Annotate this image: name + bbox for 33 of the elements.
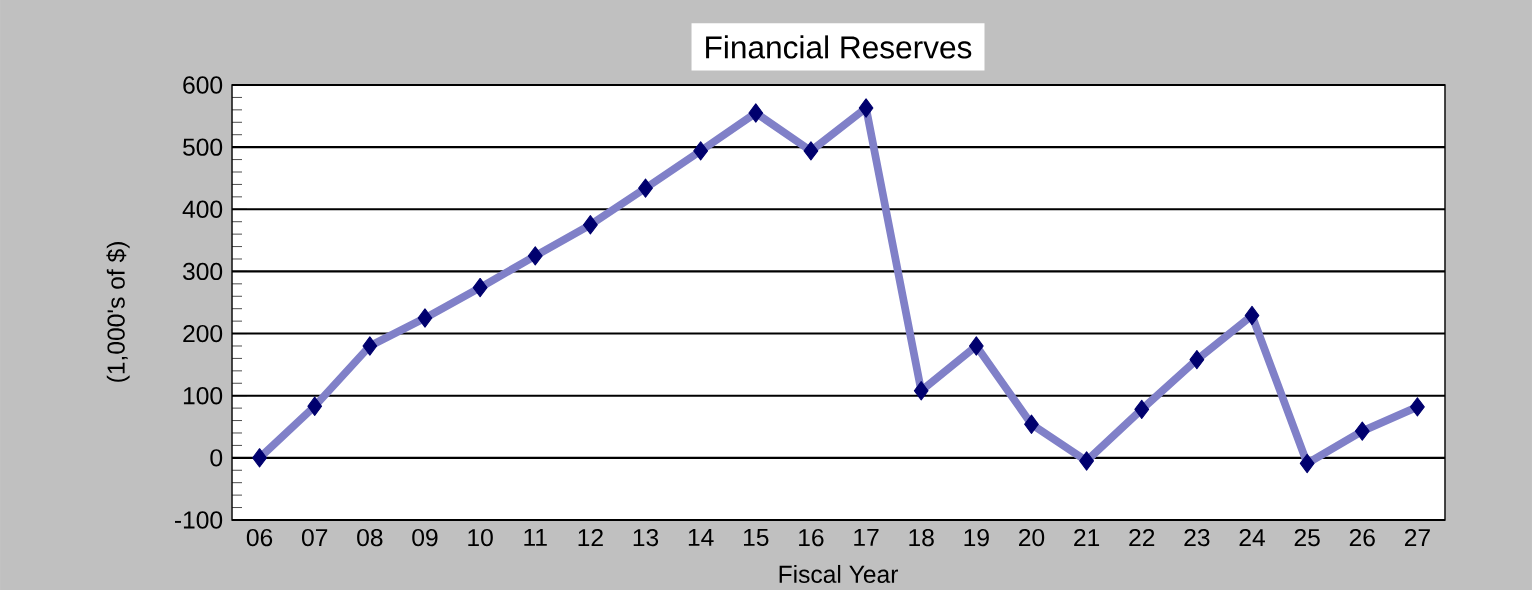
x-tick-label: 25 bbox=[1294, 528, 1320, 547]
x-tick-label: 06 bbox=[246, 528, 273, 547]
x-tick-label: 24 bbox=[1239, 528, 1265, 546]
x-tick-label: 08 bbox=[357, 528, 383, 547]
x-tick-label: 10 bbox=[468, 528, 493, 547]
x-tick-label: 20 bbox=[1019, 528, 1045, 547]
x-tick-label: 07 bbox=[301, 528, 328, 547]
x-tick-label: 18 bbox=[909, 528, 934, 547]
y-tick-label: 500 bbox=[183, 138, 223, 156]
chart-title: Financial Reserves bbox=[706, 35, 972, 59]
x-tick-label: 26 bbox=[1349, 528, 1375, 547]
y-tick-label: 400 bbox=[182, 200, 223, 218]
y-tick-label: 0 bbox=[210, 449, 223, 467]
x-tick-label: 27 bbox=[1404, 528, 1430, 546]
y-tick-label: -100 bbox=[174, 511, 223, 529]
x-tick-label: 17 bbox=[854, 528, 879, 546]
y-tick-label: 600 bbox=[183, 76, 223, 94]
x-tick-label: 23 bbox=[1184, 528, 1210, 547]
y-axis-title: (1,000's of $) bbox=[106, 242, 130, 382]
x-tick-label: 12 bbox=[578, 528, 603, 546]
x-tick-label: 13 bbox=[633, 528, 659, 547]
x-tick-label: 16 bbox=[799, 528, 824, 547]
y-tick-label: 200 bbox=[183, 324, 223, 343]
x-tick-label: 11 bbox=[524, 528, 547, 546]
x-tick-label: 21 bbox=[1074, 528, 1100, 546]
y-tick-label: 100 bbox=[183, 386, 223, 405]
x-tick-label: 14 bbox=[688, 528, 714, 546]
y-tick-label: 300 bbox=[183, 262, 223, 281]
x-axis-title: Fiscal Year bbox=[779, 564, 898, 583]
x-tick-label: 22 bbox=[1129, 528, 1155, 546]
x-tick-label: 15 bbox=[743, 528, 769, 546]
x-tick-label: 19 bbox=[964, 528, 989, 547]
x-tick-label: 09 bbox=[412, 528, 438, 547]
